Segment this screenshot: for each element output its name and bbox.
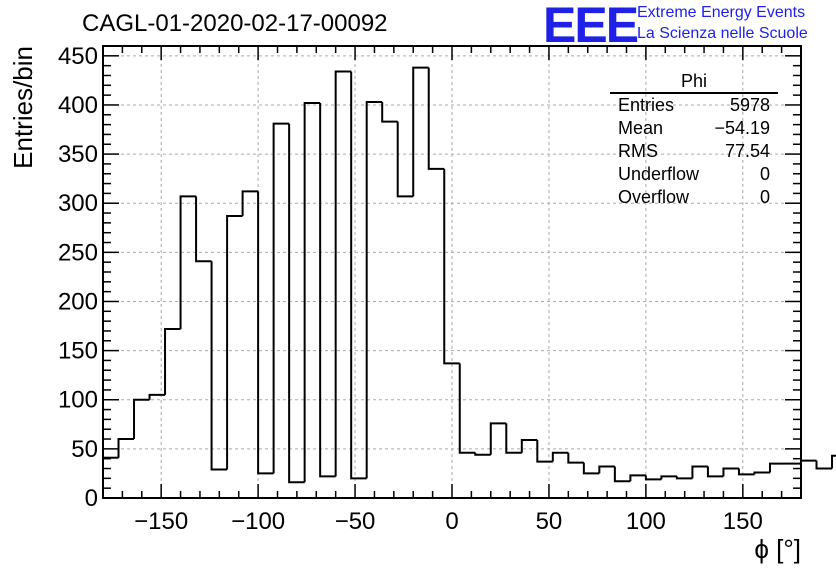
tick-layer <box>102 45 802 499</box>
stats-value: 0 <box>759 187 770 207</box>
histogram-layer <box>103 66 836 484</box>
x-tick-label: 0 <box>445 508 458 535</box>
stats-row-rms: RMS 77.54 <box>610 140 778 163</box>
histogram-bin <box>458 363 476 454</box>
stats-row-overflow: Overflow 0 <box>610 186 778 209</box>
histogram-bin <box>350 71 367 480</box>
histogram-bin <box>179 195 197 329</box>
stats-row-entries: Entries 5978 <box>610 94 778 117</box>
y-tick-label: 400 <box>58 92 98 119</box>
x-tick-label: 50 <box>536 508 563 535</box>
histogram-bin <box>474 452 491 456</box>
histogram-bin <box>412 66 429 197</box>
stats-label: Underflow <box>618 164 700 184</box>
x-tick-label: 150 <box>723 508 763 535</box>
histogram-bin <box>536 440 553 463</box>
y-tick-label: 50 <box>71 436 98 463</box>
histogram-bin <box>303 101 321 483</box>
y-tick-label: 450 <box>58 43 98 70</box>
stats-value: 0 <box>759 164 770 184</box>
histogram-bin <box>520 439 538 453</box>
histogram-bin <box>288 123 305 484</box>
logo-caption-line1: Extreme Energy Events <box>637 4 806 21</box>
histogram-bin <box>164 327 181 395</box>
x-tick-label: −50 <box>335 508 376 535</box>
histogram-bin <box>831 454 836 469</box>
stats-label: Entries <box>618 95 675 115</box>
histogram-bin <box>381 102 398 123</box>
stats-label: Overflow <box>618 187 690 207</box>
y-tick-label: 0 <box>85 485 98 512</box>
histogram-bin <box>396 121 414 198</box>
x-tick-label: 100 <box>626 508 666 535</box>
histogram-bin <box>241 190 259 216</box>
histogram-bin <box>800 459 817 464</box>
histogram-bin <box>722 467 739 477</box>
stats-row-underflow: Underflow 0 <box>610 163 778 186</box>
histogram-bin <box>257 191 274 475</box>
x-tick-label: −150 <box>134 508 188 535</box>
chart-title: CAGL-01-2020-02-17-00092 <box>82 10 388 37</box>
logo-caption-line2: La Scienza nelle Scuole <box>637 25 808 42</box>
histogram-bin <box>443 168 460 365</box>
histogram-bin <box>489 422 507 455</box>
histogram-bin <box>613 466 631 483</box>
histogram-bin <box>551 451 569 462</box>
histogram-bin <box>567 452 584 464</box>
histogram-bin <box>706 466 724 478</box>
histogram-bin <box>660 475 677 480</box>
stats-box: Phi Entries 5978 Mean −54.19 RMS 77.54 U… <box>610 70 778 209</box>
histogram-bin <box>768 462 786 473</box>
label-layer: −150 −100 −50 0 50 100 150 0 50 100 150 200 250 300 35… <box>8 43 801 564</box>
stats-value: 77.54 <box>724 141 770 161</box>
histogram-bin <box>815 460 833 470</box>
histogram-bin <box>210 261 228 471</box>
histogram-bin <box>133 398 150 440</box>
histogram-bin <box>675 476 693 480</box>
x-axis-label: ϕ [°] <box>754 534 801 564</box>
y-tick-label: 250 <box>58 239 98 266</box>
histogram-bin <box>582 462 600 475</box>
histogram-bin <box>505 423 522 454</box>
stats-value: −54.19 <box>714 118 770 138</box>
histogram-bin <box>629 474 646 482</box>
y-axis-label: Entries/bin <box>8 46 38 169</box>
grid-layer <box>103 46 801 499</box>
y-tick-label: 350 <box>58 141 98 168</box>
stats-value: 5978 <box>729 95 770 115</box>
histogram-bin <box>691 465 708 479</box>
histogram-bin <box>365 101 383 479</box>
stats-row-mean: Mean −54.19 <box>610 117 778 140</box>
histogram-bin <box>427 67 445 170</box>
y-tick-label: 150 <box>58 338 98 365</box>
y-tick-label: 100 <box>58 387 98 414</box>
histogram-bin <box>272 122 290 474</box>
histogram-bin <box>753 471 770 475</box>
histogram-bin <box>226 214 243 470</box>
x-tick-label: −100 <box>231 508 285 535</box>
histogram-bin <box>148 393 166 400</box>
histogram-bin <box>117 438 135 458</box>
histogram-bin <box>598 465 615 474</box>
histogram-bin <box>737 468 755 476</box>
stats-label: RMS <box>618 141 658 161</box>
eee-logo: EEE <box>543 0 639 53</box>
histogram-bin <box>334 70 352 477</box>
stats-label: Mean <box>618 118 664 138</box>
histogram-bin <box>644 475 662 481</box>
histogram-bin <box>195 196 212 263</box>
histogram-bin <box>319 102 336 478</box>
y-tick-label: 300 <box>58 190 98 217</box>
stats-title: Phi <box>610 70 778 94</box>
y-tick-label: 200 <box>58 288 98 315</box>
